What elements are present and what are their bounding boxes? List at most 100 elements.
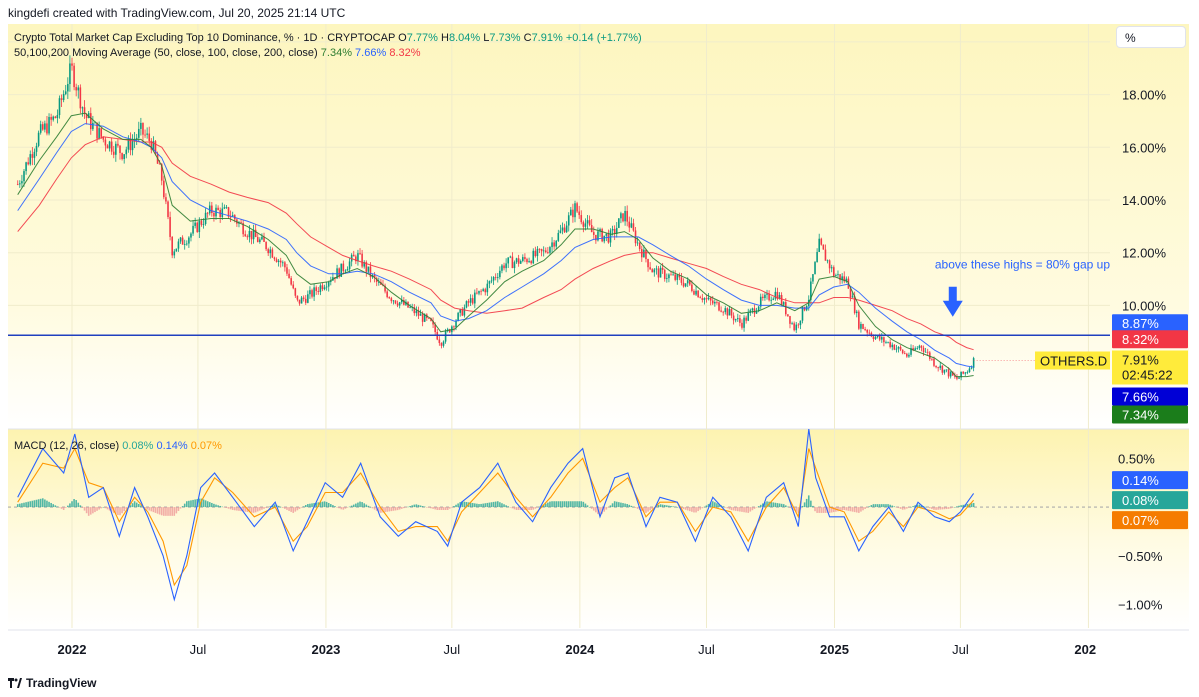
candle-body bbox=[837, 274, 839, 276]
candle-body bbox=[346, 269, 349, 271]
candle-body bbox=[188, 237, 190, 244]
macd-histogram-bar bbox=[895, 507, 898, 508]
macd-histogram-bar bbox=[651, 507, 654, 509]
candle-body bbox=[115, 143, 117, 155]
candle-body bbox=[365, 262, 368, 272]
macd-histogram-bar bbox=[252, 507, 255, 513]
macd-histogram-bar bbox=[44, 499, 46, 508]
candle-body bbox=[198, 220, 201, 233]
candle-body bbox=[810, 281, 812, 300]
candle-body bbox=[766, 293, 768, 295]
macd-histogram-bar bbox=[916, 504, 919, 508]
macd-histogram-bar bbox=[417, 504, 420, 508]
low-value: 7.73% bbox=[489, 32, 521, 44]
candle-body bbox=[726, 308, 729, 316]
percent-scale-button[interactable]: % bbox=[1116, 26, 1186, 48]
macd-series bbox=[16, 429, 975, 602]
macd-histogram-bar bbox=[50, 502, 52, 508]
candle-body bbox=[373, 275, 376, 279]
macd-histogram-bar bbox=[615, 501, 618, 508]
candle-body bbox=[787, 314, 789, 317]
macd-histogram-bar bbox=[941, 507, 944, 510]
macd-histogram-bar bbox=[430, 507, 432, 509]
macd-legend[interactable]: MACD (12, 26, close) 0.08% 0.14% 0.07% bbox=[14, 440, 222, 452]
candle-body bbox=[570, 209, 572, 216]
macd-histogram-bar bbox=[71, 501, 73, 508]
macd-histogram-bar bbox=[749, 507, 752, 512]
candle-body bbox=[530, 261, 532, 264]
down-arrow-icon bbox=[942, 286, 963, 317]
macd-histogram-bar bbox=[837, 507, 839, 512]
candle-body bbox=[323, 287, 326, 290]
macd-histogram-bar bbox=[440, 507, 443, 510]
macd-histogram-bar bbox=[277, 505, 280, 508]
candle-body bbox=[941, 365, 944, 373]
candle-body bbox=[615, 227, 618, 235]
candle-body bbox=[171, 236, 173, 256]
macd-histogram-bar bbox=[507, 506, 510, 508]
candle-body bbox=[553, 242, 555, 247]
macd-histogram-bar bbox=[743, 507, 745, 513]
candle-body bbox=[822, 244, 825, 250]
candle-body bbox=[513, 262, 516, 269]
candle-body bbox=[89, 113, 92, 130]
macd-histogram-bar bbox=[52, 504, 55, 508]
candle-body bbox=[54, 116, 57, 119]
macd-histogram-bar bbox=[388, 507, 391, 512]
macd-histogram-bar bbox=[75, 500, 77, 508]
chart-canvas[interactable]: above these highs = 80% gap up 10.00% 12.… bbox=[0, 24, 1199, 674]
macd-histogram-bar bbox=[947, 507, 950, 509]
candle-body bbox=[659, 267, 662, 278]
macd-histogram-bar bbox=[400, 507, 403, 509]
macd-histogram-bar bbox=[659, 504, 662, 508]
macd-histogram-bar bbox=[423, 506, 426, 508]
macd-histogram-bar bbox=[933, 507, 935, 510]
candle-body bbox=[937, 367, 939, 369]
candle-body bbox=[586, 220, 589, 224]
open-label: O bbox=[398, 32, 407, 44]
candle-body bbox=[730, 309, 733, 316]
macd-histogram-bar bbox=[140, 505, 142, 508]
symbol-tag-bg bbox=[1035, 351, 1110, 370]
macd-histogram-bar bbox=[183, 503, 186, 508]
macd-histogram-bar bbox=[695, 507, 697, 513]
candle-body bbox=[119, 145, 121, 154]
macd-histogram-bar bbox=[701, 507, 704, 509]
macd-histogram-bar bbox=[914, 505, 917, 508]
candle-body bbox=[490, 280, 493, 282]
macd-histogram-bar bbox=[824, 507, 827, 513]
candle-body bbox=[929, 352, 931, 359]
candle-body bbox=[265, 241, 267, 250]
candle-body bbox=[714, 301, 716, 304]
macd-histogram-bar bbox=[618, 502, 620, 508]
macd-histogram-bar bbox=[415, 504, 418, 508]
macd-histogram-bar bbox=[98, 507, 100, 510]
macd-histogram-bar bbox=[334, 506, 336, 508]
ma-legend[interactable]: 50,100,200 Moving Average (50, close, 10… bbox=[14, 47, 421, 59]
macd-histogram-bar bbox=[152, 507, 155, 513]
candle-body bbox=[50, 116, 52, 120]
candle-body bbox=[442, 341, 445, 346]
candle-body bbox=[480, 290, 482, 292]
candle-body bbox=[142, 122, 144, 135]
macd-histogram-bar bbox=[58, 507, 61, 508]
candle-body bbox=[96, 122, 98, 139]
candle-body bbox=[958, 377, 960, 379]
candle-body bbox=[240, 222, 242, 224]
macd-histogram-bar bbox=[298, 507, 301, 509]
candle-body bbox=[363, 262, 366, 267]
macd-histogram-bar bbox=[885, 504, 887, 508]
macd-histogram-bar bbox=[628, 504, 631, 508]
candle-body bbox=[167, 201, 169, 218]
main-legend[interactable]: Crypto Total Market Cap Excluding Top 10… bbox=[14, 32, 642, 44]
candle-body bbox=[482, 289, 484, 291]
candle-body bbox=[551, 242, 553, 248]
ma50-price-label-bg bbox=[1112, 405, 1188, 424]
macd-histogram-bar bbox=[590, 507, 593, 509]
candle-body bbox=[791, 323, 793, 325]
candle-body bbox=[202, 224, 205, 225]
candle-body bbox=[661, 267, 664, 270]
macd-histogram-bar bbox=[810, 500, 812, 508]
candle-body bbox=[486, 283, 489, 293]
macd-histogram-bar bbox=[643, 507, 645, 512]
